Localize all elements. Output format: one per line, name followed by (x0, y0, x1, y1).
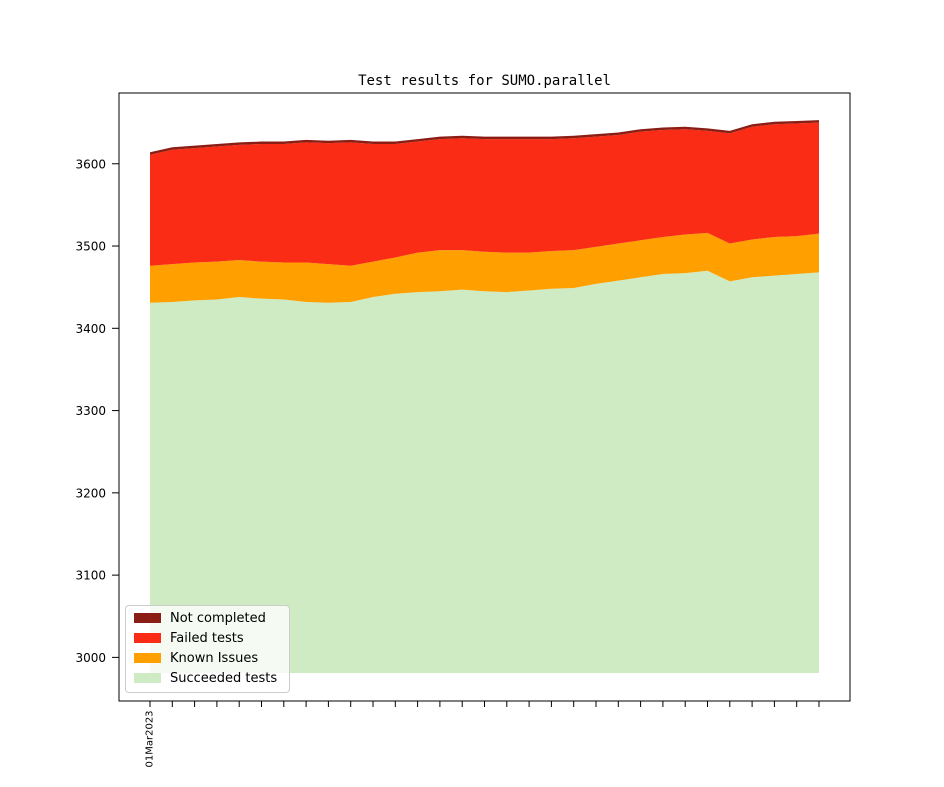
x-axis-date-label: 01Mar2023 (144, 710, 156, 768)
y-tick-label: 3100 (75, 569, 106, 583)
area-not-completed (150, 120, 819, 155)
y-tick-label: 3600 (75, 157, 106, 171)
area-failed-tests (150, 122, 819, 266)
area-known-issues (150, 232, 819, 303)
y-tick-label: 3400 (75, 322, 106, 336)
legend-item-not-completed: Not completed (134, 610, 277, 626)
y-tick-label: 3000 (75, 651, 106, 665)
legend-item-known-issues: Known Issues (134, 650, 277, 666)
legend: Not completed Failed tests Known Issues … (125, 605, 291, 693)
legend-label: Known Issues (170, 650, 259, 666)
legend-label: Not completed (170, 610, 266, 626)
chart-title: Test results for SUMO.parallel (358, 73, 611, 89)
legend-label: Succeeded tests (170, 670, 278, 686)
known-issues-swatch (134, 653, 161, 663)
legend-item-succeeded-tests: Succeeded tests (134, 670, 277, 686)
not-completed-swatch (134, 613, 161, 623)
y-tick-label: 3300 (75, 404, 106, 418)
succeeded-tests-swatch (134, 673, 161, 683)
legend-item-failed-tests: Failed tests (134, 630, 277, 646)
y-tick-label: 3500 (75, 240, 106, 254)
legend-label: Failed tests (170, 630, 244, 646)
failed-tests-swatch (134, 633, 161, 643)
area-succeeded-tests (150, 270, 819, 674)
y-tick-label: 3200 (75, 486, 106, 500)
